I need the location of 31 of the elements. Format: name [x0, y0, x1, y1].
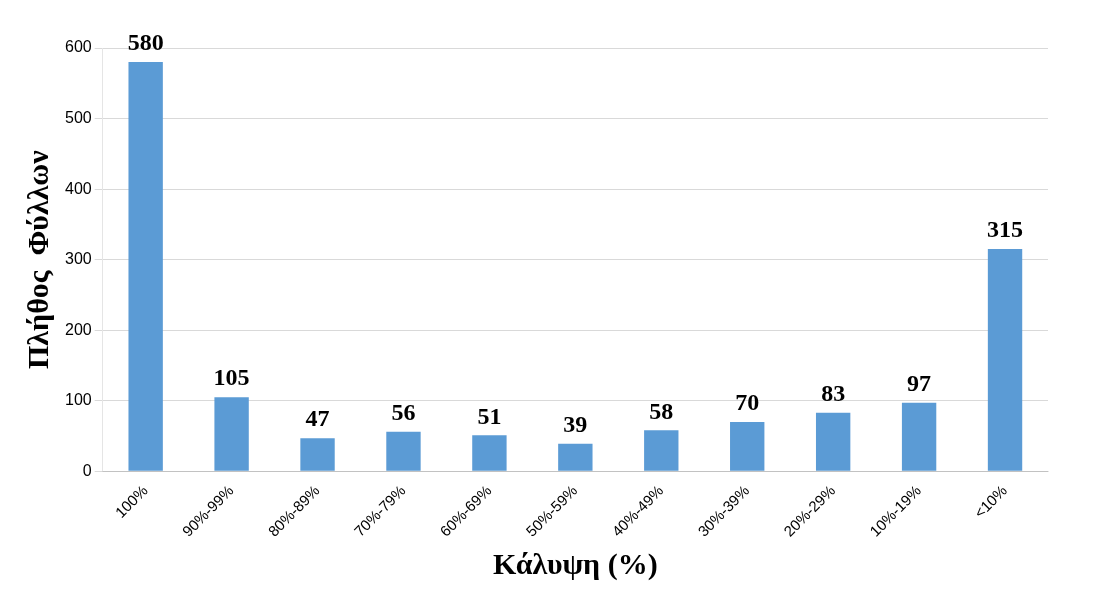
data-label: 56 [391, 398, 416, 425]
data-label: 315 [987, 216, 1024, 243]
bar [558, 443, 593, 471]
y-tick-label: 200 [64, 320, 92, 338]
y-tick-label: 0 [82, 461, 92, 479]
bar [815, 412, 851, 471]
bar [730, 421, 765, 471]
data-label: 51 [477, 402, 502, 429]
y-tick-label: 500 [64, 108, 92, 126]
x-axis-title: Κάλυψη (%) [493, 546, 658, 581]
y-tick-label: 400 [64, 179, 92, 197]
bar [901, 402, 937, 471]
bar [472, 435, 507, 471]
bar [386, 431, 421, 471]
bar [214, 397, 249, 471]
y-axis-title: Πλήθος Φύλλων [20, 149, 54, 369]
bar [987, 249, 1023, 471]
data-label: 47 [305, 405, 330, 432]
data-label: 97 [907, 370, 932, 397]
bar [644, 430, 679, 471]
y-tick-label: 100 [64, 391, 92, 409]
data-label: 39 [563, 410, 588, 437]
y-tick-label: 300 [64, 250, 92, 268]
data-label: 105 [213, 364, 250, 391]
y-tick-label: 600 [64, 38, 92, 56]
data-label: 580 [127, 29, 164, 56]
data-label: 83 [821, 379, 846, 406]
bar [300, 438, 335, 471]
data-label: 58 [649, 397, 674, 424]
bar [128, 62, 163, 471]
data-label: 70 [735, 389, 760, 416]
